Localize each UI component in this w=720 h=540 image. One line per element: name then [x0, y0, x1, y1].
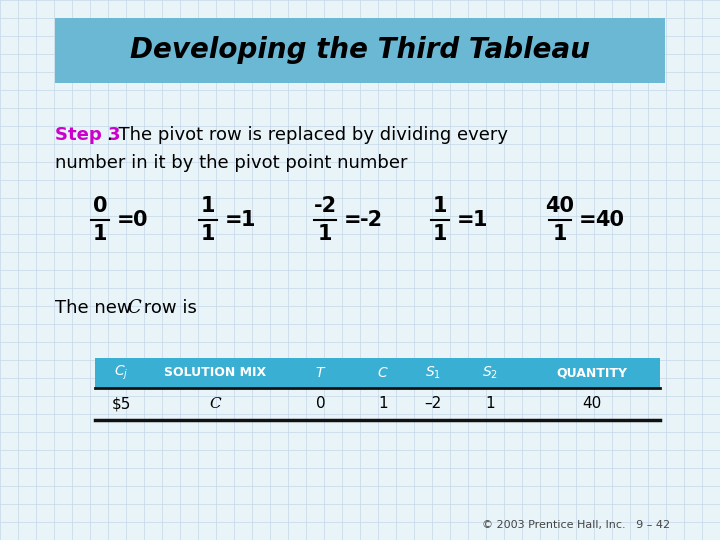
Bar: [95, 358, 660, 388]
Text: 0: 0: [133, 210, 148, 230]
Text: -2: -2: [360, 210, 383, 230]
Text: QUANTITY: QUANTITY: [556, 367, 627, 380]
Text: –2: –2: [424, 396, 441, 411]
Text: 1: 1: [378, 396, 388, 411]
Text: =: =: [579, 210, 597, 230]
Text: =: =: [117, 210, 135, 230]
Text: 40: 40: [546, 196, 575, 216]
Text: . The pivot row is replaced by dividing every: . The pivot row is replaced by dividing …: [107, 126, 508, 144]
Text: 0: 0: [315, 396, 325, 411]
Text: 1: 1: [93, 224, 107, 244]
Text: SOLUTION MIX: SOLUTION MIX: [164, 367, 266, 380]
Text: 40: 40: [595, 210, 624, 230]
Text: 0: 0: [93, 196, 107, 216]
Text: =: =: [225, 210, 243, 230]
Text: Developing the Third Tableau: Developing the Third Tableau: [130, 37, 590, 64]
Text: $C$: $C$: [377, 366, 389, 380]
Text: row is: row is: [138, 299, 197, 317]
Text: -2: -2: [313, 196, 336, 216]
Bar: [55, 18, 665, 83]
Text: C: C: [210, 397, 221, 411]
Text: $S_1$: $S_1$: [425, 365, 441, 381]
Text: 1: 1: [486, 396, 495, 411]
Text: 1: 1: [553, 224, 567, 244]
Text: 1: 1: [201, 196, 215, 216]
Text: 1: 1: [241, 210, 256, 230]
Text: =: =: [457, 210, 474, 230]
Text: 1: 1: [433, 224, 447, 244]
Text: 1: 1: [433, 196, 447, 216]
Text: 40: 40: [582, 396, 601, 411]
Text: 1: 1: [473, 210, 487, 230]
Text: The new: The new: [55, 299, 138, 317]
Text: C: C: [127, 299, 140, 317]
Text: $S_2$: $S_2$: [482, 365, 498, 381]
Text: © 2003 Prentice Hall, Inc.   9 – 42: © 2003 Prentice Hall, Inc. 9 – 42: [482, 520, 670, 530]
Text: $5: $5: [112, 396, 131, 411]
Text: $T$: $T$: [315, 366, 326, 380]
Text: 1: 1: [318, 224, 332, 244]
Text: $C_j$: $C_j$: [114, 364, 129, 382]
Text: 1: 1: [201, 224, 215, 244]
Text: number in it by the pivot point number: number in it by the pivot point number: [55, 154, 408, 172]
Text: Step 3: Step 3: [55, 126, 120, 144]
Text: =: =: [344, 210, 361, 230]
